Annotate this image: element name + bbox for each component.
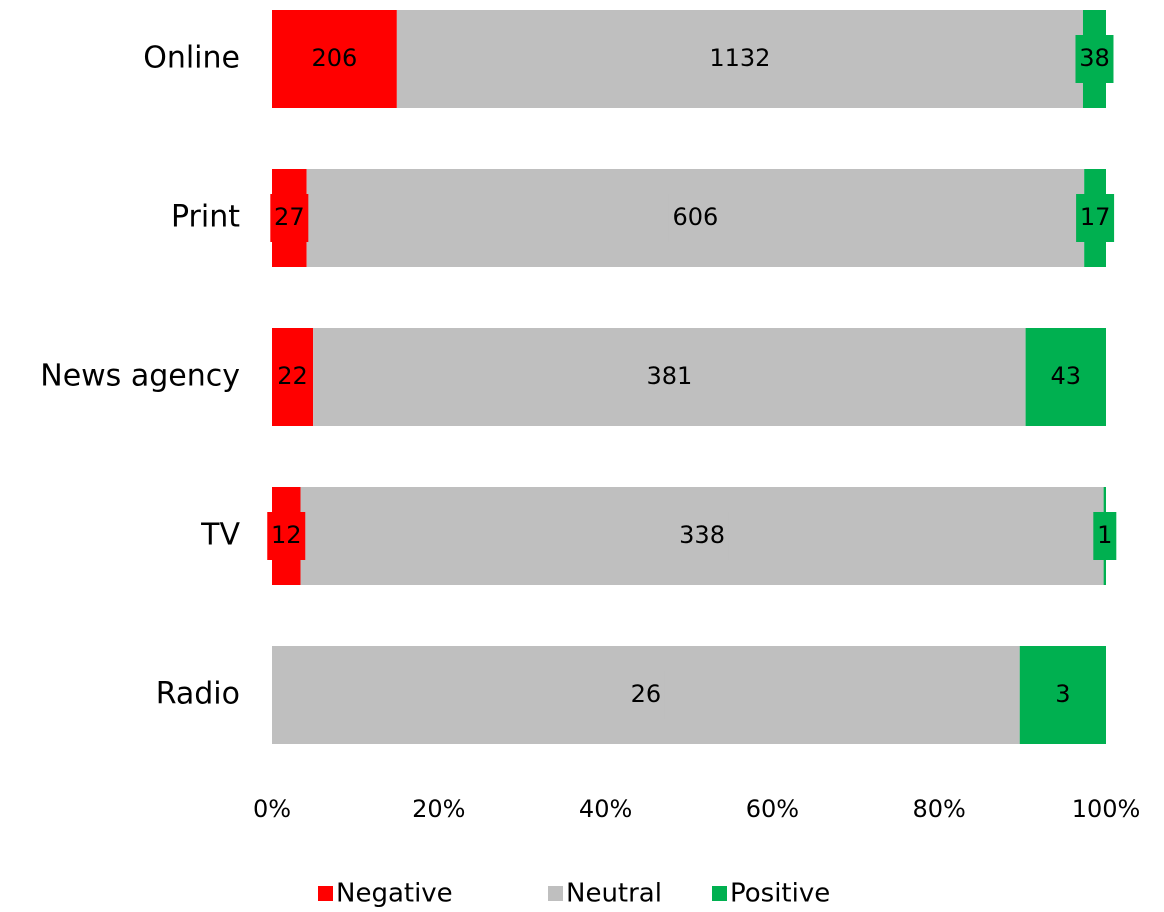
legend-label: Neutral: [566, 879, 662, 909]
legend-label: Positive: [730, 879, 830, 909]
y-tick-label: Print: [171, 200, 240, 235]
data-label: 27: [274, 203, 305, 231]
data-label-box: [675, 512, 729, 560]
data-label: 12: [271, 521, 302, 549]
y-tick-label: TV: [200, 518, 240, 553]
data-label: 606: [673, 203, 719, 231]
data-label-box: [1051, 671, 1075, 719]
data-label-box: [642, 353, 696, 401]
x-tick-label: 40%: [579, 795, 632, 823]
data-label: 1: [1097, 521, 1112, 549]
data-label: 17: [1080, 203, 1111, 231]
x-tick-label: 100%: [1072, 795, 1141, 823]
legend-swatch: [548, 886, 563, 901]
y-tick-label: Radio: [156, 677, 240, 712]
data-label: 43: [1051, 362, 1082, 390]
data-label-box: [307, 35, 361, 83]
data-label-box: [267, 512, 306, 560]
data-label: 381: [646, 362, 692, 390]
y-tick-label: Online: [143, 41, 240, 76]
data-label-box: [273, 353, 312, 401]
x-tick-label: 0%: [253, 795, 291, 823]
data-label: 1132: [709, 44, 770, 72]
data-label: 26: [631, 680, 662, 708]
data-label-box: [1076, 194, 1115, 242]
legend-label: Negative: [336, 879, 453, 909]
x-tick-label: 80%: [913, 795, 966, 823]
data-label: 22: [277, 362, 308, 390]
data-label-box: [270, 194, 309, 242]
x-tick-label: 60%: [746, 795, 799, 823]
x-tick-label: 20%: [412, 795, 465, 823]
data-label: 338: [679, 521, 725, 549]
legend-swatch: [318, 886, 333, 901]
y-tick-label: News agency: [40, 359, 240, 394]
data-label-box: [668, 194, 722, 242]
data-label-box: [1093, 512, 1117, 560]
data-label-box: [705, 35, 774, 83]
legend-swatch: [712, 886, 727, 901]
data-label: 206: [312, 44, 358, 72]
data-label: 38: [1079, 44, 1110, 72]
data-label-box: [1046, 353, 1085, 401]
data-label-box: [626, 671, 665, 719]
data-label-box: [1075, 35, 1114, 83]
data-label: 3: [1055, 680, 1070, 708]
